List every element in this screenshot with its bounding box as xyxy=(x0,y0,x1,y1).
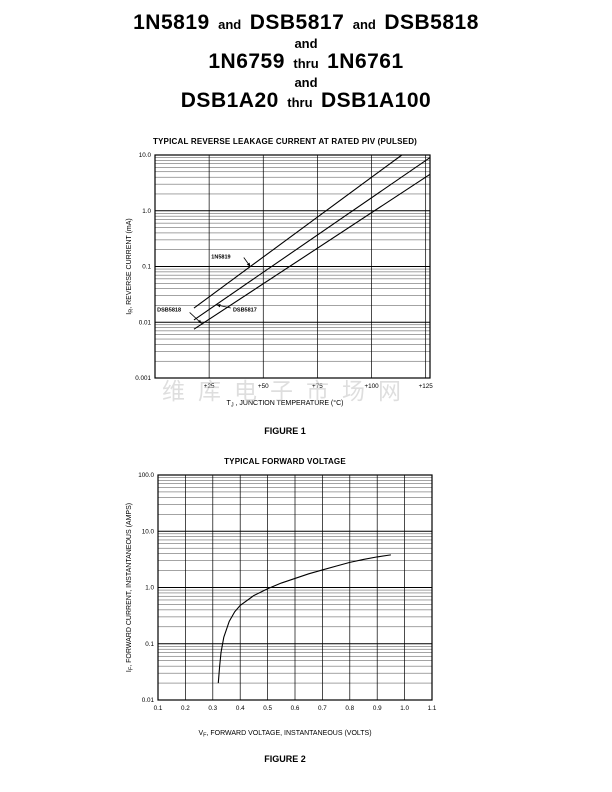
x-tick-label: 0.9 xyxy=(373,705,382,712)
x-tick-label: +50 xyxy=(258,383,269,390)
x-tick-label: 0.1 xyxy=(154,705,163,712)
title-line-2: and xyxy=(294,36,318,51)
part-number: 1N5819 xyxy=(133,11,210,34)
y-tick-label: 100.0 xyxy=(138,472,154,479)
x-tick-label: 0.5 xyxy=(263,705,272,712)
reverse-leakage-chart: +25 +50 +75 +100 +125 10.0 1.0 0.1 0.01 0.001 1N58… xyxy=(135,152,434,390)
part-number: 1N6761 xyxy=(327,50,404,73)
series-forward-voltage xyxy=(217,554,391,684)
series-DSB5818 xyxy=(193,173,431,330)
series-DSB5817 xyxy=(193,157,431,321)
chart-title: TYPICAL REVERSE LEAKAGE CURRENT AT RATED… xyxy=(152,137,418,146)
title-conjunction: thru xyxy=(293,56,319,71)
x-tick-label: 1.0 xyxy=(400,705,409,712)
title-conjunction: and xyxy=(352,17,376,32)
y-tick-label: 1.0 xyxy=(142,208,151,215)
x-tick-label: +100 xyxy=(364,383,379,390)
x-axis-label: TJ , JUNCTION TEMPERATURE (°C) xyxy=(120,400,450,409)
title-line-4: and xyxy=(294,75,318,90)
figure-caption: FIGURE 2 xyxy=(264,754,306,764)
annotation-arrowhead xyxy=(216,303,221,308)
part-number: DSB1A100 xyxy=(321,89,432,112)
y-tick-label: 0.01 xyxy=(139,319,152,326)
title-block: 1N5819 and DSB5817 and DSB5818 and 1N675… xyxy=(0,12,612,114)
plot-border xyxy=(157,474,433,701)
y-tick-label: 10.0 xyxy=(142,528,155,535)
title-conjunction: thru xyxy=(287,95,313,110)
y-tick-label: 1.0 xyxy=(145,585,154,592)
x-axis-label-symbol: V xyxy=(198,730,204,737)
x-axis-label-symbol: T xyxy=(226,400,231,407)
annotation-arrowhead xyxy=(246,262,251,267)
x-tick-label: +75 xyxy=(312,383,323,390)
annotation-arrowhead xyxy=(197,319,202,324)
forward-voltage-chart: 0.1 0.2 0.3 0.4 0.5 0.6 0.7 0.8 0.9 1.0 1.1 100.0 10… xyxy=(138,472,437,712)
title-line-5: DSB1A20 thru DSB1A100 xyxy=(0,90,612,114)
x-tick-label: 0.4 xyxy=(236,705,245,712)
series-annotation: DSB5817 xyxy=(233,307,257,313)
y-tick-label: 0.001 xyxy=(135,375,151,382)
y-tick-label: 0.01 xyxy=(142,697,155,704)
x-tick-label: 0.6 xyxy=(291,705,300,712)
x-tick-label: +125 xyxy=(419,383,434,390)
x-axis-label-text: , JUNCTION TEMPERATURE (°C) xyxy=(233,400,344,407)
x-axis-label-subscript: J xyxy=(230,402,234,409)
title-line-1: 1N5819 and DSB5817 and DSB5818 xyxy=(0,12,612,36)
x-tick-label: 0.8 xyxy=(345,705,354,712)
chart-title: TYPICAL FORWARD VOLTAGE xyxy=(224,457,346,466)
part-number: DSB1A20 xyxy=(180,89,279,112)
x-axis-label: VF, FORWARD VOLTAGE, INSTANTANEOUS (VOLT… xyxy=(120,730,450,739)
part-number: DSB5817 xyxy=(249,11,345,34)
x-tick-label: 0.2 xyxy=(181,705,190,712)
series-1N5819 xyxy=(193,154,403,309)
x-axis-label-subscript: F xyxy=(203,732,207,739)
y-tick-label: 0.1 xyxy=(145,641,154,648)
x-axis-label-text: , FORWARD VOLTAGE, INSTANTANEOUS (VOLTS) xyxy=(206,730,372,737)
x-tick-label: 1.1 xyxy=(428,705,437,712)
title-line-3: 1N6759 thru 1N6761 xyxy=(0,51,612,75)
part-number: DSB5818 xyxy=(384,11,479,34)
y-tick-label: 0.1 xyxy=(142,264,151,271)
plot-border xyxy=(154,154,431,379)
part-number: 1N6759 xyxy=(208,50,285,73)
figure-caption: FIGURE 1 xyxy=(264,426,306,436)
title-conjunction: and xyxy=(218,17,242,32)
y-tick-label: 10.0 xyxy=(139,152,152,159)
x-tick-label: +25 xyxy=(204,383,215,390)
series-annotation: 1N5819 xyxy=(211,255,230,261)
series-annotation: DSB5818 xyxy=(157,307,181,313)
x-tick-label: 0.3 xyxy=(208,705,217,712)
x-tick-label: 0.7 xyxy=(318,705,327,712)
